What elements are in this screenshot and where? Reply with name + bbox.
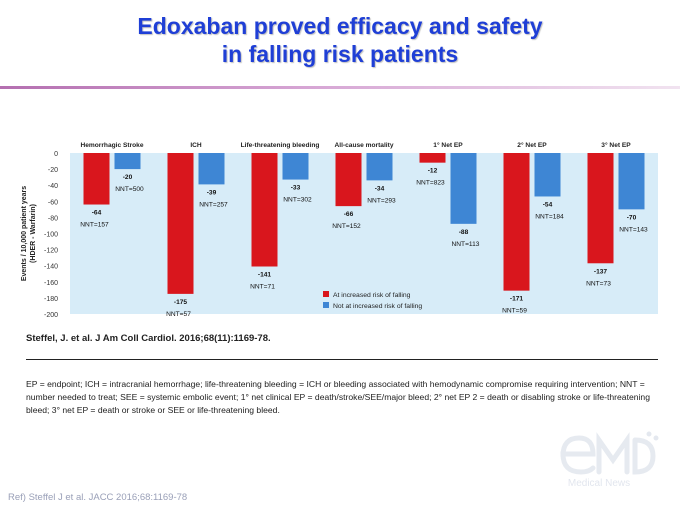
title-line-2: in falling risk patients — [221, 41, 459, 67]
y-tick-label: -100 — [44, 232, 58, 239]
nnt-label: NNT=57 — [166, 311, 191, 318]
y-tick-label: -160 — [44, 280, 58, 287]
nnt-label: NNT=257 — [199, 201, 228, 208]
bar-not-falling — [198, 153, 225, 185]
y-axis-label: Events / 10,000 patient years — [21, 186, 28, 281]
value-label: -34 — [375, 185, 385, 192]
bar-falling — [587, 153, 614, 264]
value-label: -175 — [174, 299, 188, 306]
bar-not-falling — [534, 153, 561, 197]
nnt-label: NNT=59 — [502, 308, 527, 315]
legend-label: Not at increased risk of falling — [333, 303, 422, 310]
bar-falling — [335, 153, 362, 207]
y-axis-label: (HDER - Warfarin) — [30, 204, 37, 263]
y-tick-label: -20 — [48, 167, 58, 174]
bar-not-falling — [618, 153, 645, 210]
plot-background — [70, 153, 658, 314]
bar-not-falling — [366, 153, 393, 181]
nnt-label: NNT=293 — [367, 197, 396, 204]
y-tick-label: -180 — [44, 296, 58, 303]
category-label: Life-threatening bleeding — [241, 142, 320, 149]
y-tick-label: -120 — [44, 248, 58, 255]
nnt-label: NNT=302 — [283, 197, 312, 204]
title-divider — [0, 86, 680, 89]
bar-falling — [83, 153, 110, 205]
nnt-label: NNT=157 — [80, 222, 109, 229]
value-label: -88 — [459, 229, 469, 236]
bar-falling — [503, 153, 530, 291]
value-label: -33 — [291, 185, 301, 192]
slide-title: Edoxaban proved efficacy and safety in f… — [0, 12, 680, 68]
bar-falling — [251, 153, 278, 267]
value-label: -64 — [92, 210, 102, 217]
value-label: -137 — [594, 268, 608, 275]
value-label: -20 — [123, 174, 133, 181]
title-line-1: Edoxaban proved efficacy and safety — [137, 13, 543, 39]
reference: Ref) Steffel J et al. JACC 2016;68:1169-… — [8, 492, 188, 503]
nnt-label: NNT=152 — [332, 223, 361, 230]
legend-swatch-falling — [323, 291, 329, 297]
nnt-label: NNT=71 — [250, 284, 275, 291]
value-label: -171 — [510, 296, 524, 303]
value-label: -39 — [207, 189, 217, 196]
bar-not-falling — [450, 153, 477, 224]
legend-swatch-not-falling — [323, 302, 329, 308]
y-tick-label: -60 — [48, 199, 58, 206]
bar-not-falling — [282, 153, 309, 180]
bar-not-falling — [114, 153, 141, 170]
nnt-label: NNT=113 — [452, 241, 480, 248]
nnt-label: NNT=823 — [416, 180, 445, 187]
citation: Steffel, J. et al. J Am Coll Cardiol. 20… — [26, 333, 271, 344]
value-label: -141 — [258, 272, 272, 279]
y-tick-label: -140 — [44, 264, 58, 271]
category-label: Hemorrhagic Stroke — [80, 142, 143, 149]
emd-watermark-logo: Medical News — [560, 431, 659, 489]
category-label: 3° Net EP — [601, 141, 631, 149]
value-label: -70 — [627, 214, 637, 221]
value-label: -66 — [344, 211, 354, 218]
footnote-divider — [26, 359, 658, 360]
nnt-label: NNT=73 — [586, 280, 611, 287]
bar-falling — [167, 153, 194, 294]
category-label: 1° Net EP — [433, 141, 463, 149]
y-tick-label: -80 — [48, 215, 58, 222]
nnt-label: NNT=143 — [619, 226, 648, 233]
category-label: 2° Net EP — [517, 141, 547, 149]
legend-label: At increased risk of falling — [333, 292, 411, 299]
y-tick-label: -40 — [48, 183, 58, 190]
category-label: All-cause mortality — [335, 142, 394, 149]
watermark-text: Medical News — [568, 478, 630, 489]
value-label: -54 — [543, 201, 553, 208]
nnt-label: NNT=500 — [115, 186, 144, 193]
bar-falling — [419, 153, 446, 163]
y-tick-label: 0 — [54, 151, 58, 158]
bar-chart: 0 -20 -40 -60 -80 -100 -120 -140 -160 -180 -200 Eve… — [21, 141, 658, 319]
footnote: EP = endpoint; ICH = intracranial hemorr… — [26, 379, 650, 416]
nnt-label: NNT=184 — [535, 213, 564, 220]
category-label: ICH — [190, 142, 202, 149]
value-label: -12 — [428, 168, 438, 175]
y-tick-label: -200 — [44, 312, 58, 319]
